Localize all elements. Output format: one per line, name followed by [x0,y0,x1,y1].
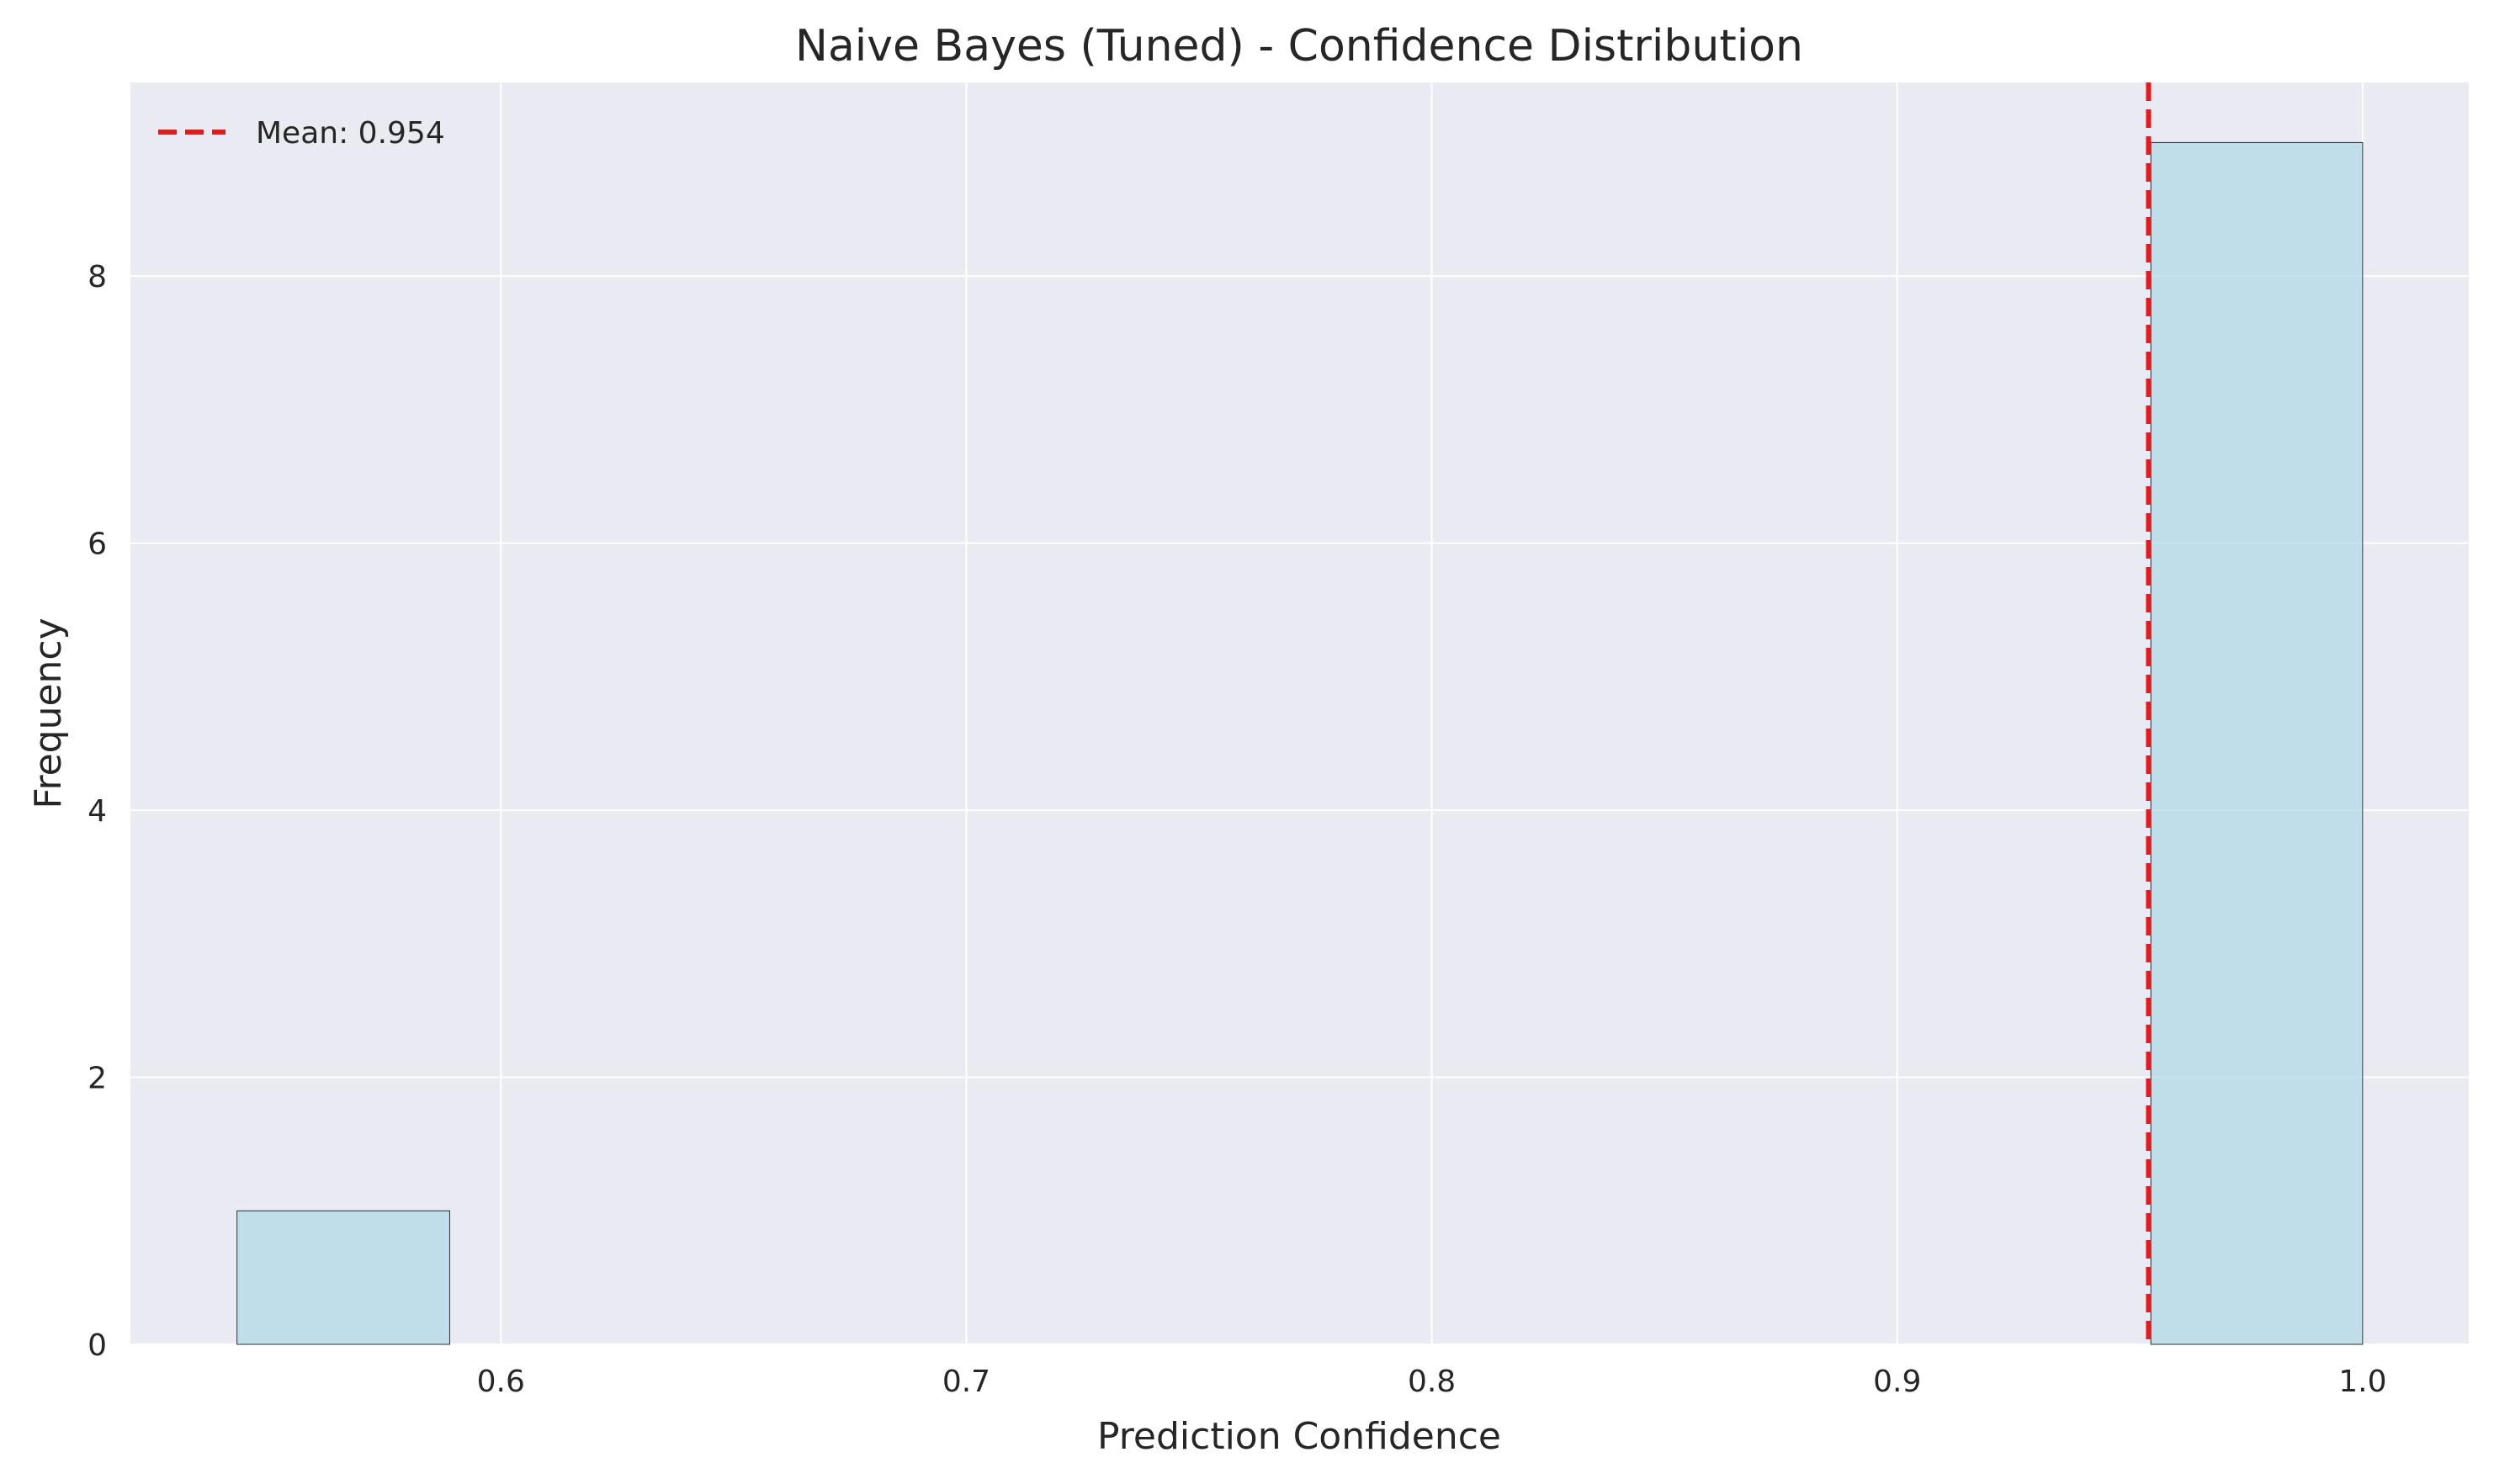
plot-area [130,82,2469,1344]
y-tick-label-3: 6 [88,527,107,562]
x-tick-label-0: 0.6 [477,1365,525,1399]
y-tick-label-0: 0 [88,1328,107,1363]
x-tick-label-2: 0.8 [1408,1365,1456,1399]
chart-title: Naive Bayes (Tuned) - Confidence Distrib… [795,21,1803,72]
y-axis-ticks: 0 2 4 6 8 [88,260,107,1363]
grid-lines [130,82,2469,1345]
x-axis-label: Prediction Confidence [1097,1415,1501,1458]
histogram-bar-9 [2150,141,2364,1345]
histogram-bars [236,141,2364,1345]
legend: Mean: 0.954 [158,116,445,151]
x-axis-ticks: 0.6 0.7 0.8 0.9 1.0 [477,1365,2387,1399]
y-tick-label-2: 4 [88,794,107,829]
y-tick-label-1: 2 [88,1062,107,1096]
legend-mean-label: Mean: 0.954 [256,116,445,151]
x-tick-label-3: 0.9 [1873,1365,1921,1399]
y-axis-label: Frequency [27,617,70,808]
histogram-bar-0 [236,1210,450,1345]
y-tick-label-4: 8 [88,260,107,294]
x-tick-label-4: 1.0 [2338,1365,2386,1399]
x-tick-label-1: 0.7 [942,1365,990,1399]
